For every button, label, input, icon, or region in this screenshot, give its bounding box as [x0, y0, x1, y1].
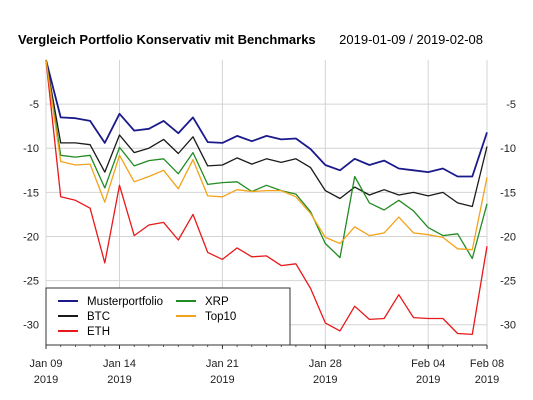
y-tick-label-left: -25: [23, 276, 39, 288]
y-tick-label-left: -10: [23, 143, 39, 155]
series-line-eth: [45, 59, 488, 336]
y-axis-left: -5 -10 -15 -20 -25 -30: [23, 99, 39, 332]
x-axis: Jan 09 2019 Jan 14 2019 Jan 21 2019 Jan 28 2019…: [29, 344, 504, 386]
x-tick-year: 2019: [475, 374, 499, 386]
y-tick-label-right: -20: [500, 231, 516, 243]
legend-box: [45, 287, 291, 346]
y-tick-label-left: -20: [23, 231, 39, 243]
y-tick-label-right: -30: [500, 320, 516, 332]
x-tick-label: Jan 14: [103, 358, 136, 370]
x-tick-year: 2019: [107, 374, 131, 386]
y-tick-label-right: -5: [506, 99, 516, 111]
x-tick-label: Jan 28: [309, 358, 342, 370]
y-tick-label-right: -10: [500, 143, 516, 155]
series-line-btc: [45, 59, 488, 208]
x-tick-year: 2019: [416, 374, 440, 386]
legend: Musterportfolio BTC ETH XRP Top10: [45, 287, 291, 346]
x-tick-year: 2019: [210, 374, 234, 386]
chart-subtitle: 2019-01-09 / 2019-02-08: [339, 32, 483, 47]
y-tick-label-right: -25: [500, 276, 516, 288]
y-tick-label-left: -5: [29, 99, 39, 111]
legend-label-musterportfolio: Musterportfolio: [87, 296, 163, 308]
legend-label-btc: BTC: [87, 311, 110, 323]
y-tick-label-right: -15: [500, 187, 516, 199]
x-tick-label: Jan 21: [206, 358, 239, 370]
y-tick-label-left: -15: [23, 187, 39, 199]
x-tick-label: Feb 08: [470, 358, 504, 370]
x-tick-year: 2019: [34, 374, 58, 386]
x-tick-label: Feb 04: [411, 358, 445, 370]
legend-label-top10: Top10: [205, 311, 236, 323]
y-tick-label-left: -30: [23, 320, 39, 332]
series-line-musterportfolio: [45, 59, 488, 178]
legend-label-eth: ETH: [87, 326, 110, 338]
series-line-top10: [45, 59, 488, 251]
x-tick-label: Jan 09: [29, 358, 62, 370]
x-tick-year: 2019: [313, 374, 337, 386]
chart-title: Vergleich Portfolio Konservativ mit Benc…: [18, 32, 316, 47]
legend-label-xrp: XRP: [205, 296, 229, 308]
series-line-xrp: [45, 59, 488, 260]
series-lines: [45, 59, 488, 336]
y-axis-right: -5 -10 -15 -20 -25 -30: [500, 99, 516, 332]
